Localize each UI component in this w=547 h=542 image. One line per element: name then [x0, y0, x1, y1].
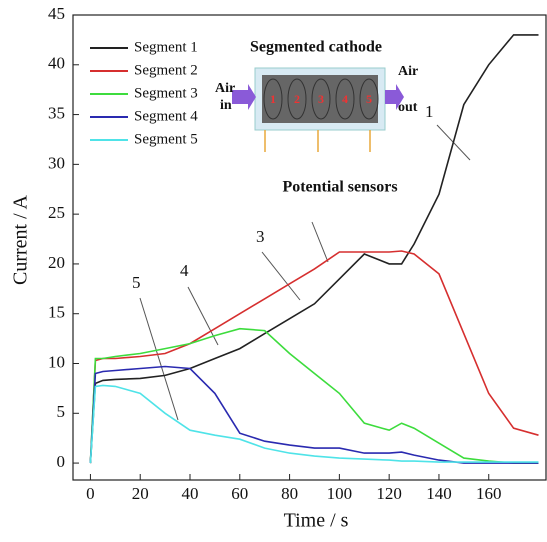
x-tick-label: 60 [231, 484, 248, 503]
x-tick-label: 160 [476, 484, 502, 503]
y-tick-label: 35 [48, 103, 65, 122]
y-tick-label: 25 [48, 203, 65, 222]
legend-label: Segment 4 [134, 108, 198, 124]
y-tick-label: 20 [48, 253, 65, 272]
air-in: in [220, 98, 232, 113]
cell-label: 1 [270, 92, 276, 106]
plot-frame [72, 14, 547, 481]
legend-label: Segment 5 [134, 131, 198, 147]
x-tick-label: 120 [376, 484, 402, 503]
cell-label: 5 [366, 92, 372, 106]
air-out: out [398, 100, 418, 115]
inset: Segmented cathode Air in Air out Potenti… [215, 39, 418, 196]
air-in: Air [215, 81, 235, 96]
x-axis-label: Time / s [284, 510, 349, 532]
y-tick-label: 45 [48, 4, 65, 23]
cell-outline [263, 78, 283, 120]
annotation: 3 [256, 227, 265, 246]
series-line [89, 34, 539, 464]
x-tick-label: 140 [426, 484, 452, 503]
legend-label: Segment 1 [134, 39, 198, 55]
x-tick-label: 0 [86, 484, 95, 503]
x-tick-label: 40 [182, 484, 199, 503]
cell-label: 4 [342, 92, 348, 106]
legend-label: Segment 2 [134, 62, 198, 78]
air-out: Air [398, 64, 418, 79]
inset-title: Segmented cathode [250, 39, 382, 56]
leader-lines [139, 124, 471, 421]
sensors-label: Potential sensors [282, 179, 397, 196]
x-tick-label: 20 [132, 484, 149, 503]
annotation: 1 [425, 102, 434, 121]
sensor-lines [264, 130, 371, 152]
cell-outline [287, 78, 307, 120]
legend-label: Segment 3 [134, 85, 198, 101]
series-line [89, 365, 539, 464]
x-tick-label: 80 [281, 484, 298, 503]
series-line [89, 327, 539, 464]
cell-outline [359, 78, 379, 120]
y-tick-label: 0 [57, 452, 66, 471]
cell-label: 2 [294, 92, 300, 106]
y-tick-label: 30 [48, 153, 65, 172]
cell-label: 3 [318, 92, 324, 106]
y-tick-label: 40 [48, 54, 65, 73]
air-out-arrow [385, 84, 404, 110]
y-tick-label: 5 [57, 402, 66, 421]
y-tick-label: 15 [48, 303, 65, 322]
series-line [89, 384, 539, 464]
x-tick-label: 100 [327, 484, 353, 503]
cell-outline [335, 78, 355, 120]
annotation: 5 [132, 273, 141, 292]
y-tick-label: 10 [48, 352, 65, 371]
air-in-arrow [232, 84, 256, 110]
series-line [89, 250, 539, 464]
cathode [262, 75, 378, 123]
cell-outline [311, 78, 331, 120]
annotation: 4 [180, 261, 189, 280]
y-axis-label: Current / A [10, 194, 32, 285]
